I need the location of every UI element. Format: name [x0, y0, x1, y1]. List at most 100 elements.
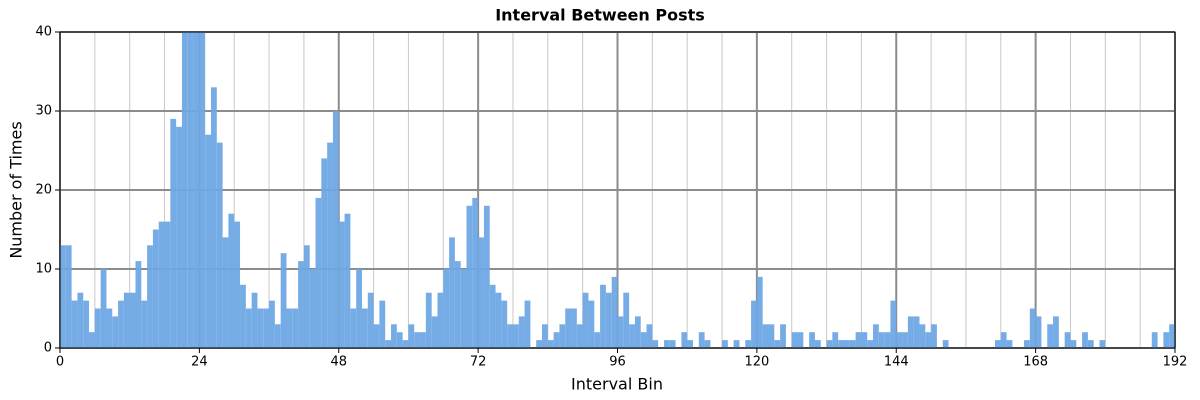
bar [269, 300, 275, 348]
bar [542, 324, 548, 348]
plot-frame [59, 31, 1176, 349]
bar [286, 308, 293, 348]
bar [489, 284, 496, 348]
bar [234, 221, 241, 348]
bar [315, 197, 322, 348]
bar [280, 253, 287, 348]
bar [118, 300, 124, 348]
bar [925, 332, 932, 348]
bar [1053, 316, 1059, 348]
bar [274, 324, 281, 348]
bar [698, 332, 705, 348]
x-tick-label: 120 [744, 355, 769, 370]
bar [478, 237, 484, 348]
bar [501, 300, 508, 348]
x-tick-label: 48 [330, 355, 347, 370]
bar [1169, 324, 1175, 348]
bar [379, 300, 386, 348]
x-axis-label: Interval Bin [571, 375, 663, 394]
bar [797, 332, 804, 348]
bar [443, 269, 450, 348]
bar [942, 340, 949, 348]
bar [774, 340, 781, 348]
bar [350, 308, 357, 348]
bar [420, 332, 426, 348]
bar [832, 332, 839, 348]
bar [838, 340, 844, 348]
bar [141, 300, 148, 348]
bar [263, 308, 270, 348]
bar [512, 324, 519, 348]
bar [361, 308, 368, 348]
bar [855, 332, 862, 348]
bar [158, 221, 165, 348]
bar [65, 245, 72, 348]
bar [809, 332, 815, 348]
bar [396, 332, 403, 348]
bar [176, 126, 182, 348]
bar [576, 324, 583, 348]
bar [100, 269, 107, 348]
bar [867, 340, 874, 348]
bar [385, 340, 392, 348]
bar [536, 340, 543, 348]
bar [123, 292, 130, 348]
bar [222, 237, 229, 348]
bar [367, 292, 374, 348]
bar [565, 308, 572, 348]
bar [495, 292, 502, 348]
bar [623, 292, 630, 348]
bar [332, 111, 339, 348]
bar [129, 292, 136, 348]
bar [1047, 324, 1054, 348]
bar [257, 308, 264, 348]
bar [634, 316, 641, 348]
bar [756, 276, 763, 348]
bar [704, 340, 711, 348]
bar [896, 332, 903, 348]
chart-title: Interval Between Posts [495, 6, 705, 25]
bar [338, 221, 345, 348]
bar [240, 284, 246, 348]
bar [611, 276, 618, 348]
bar [60, 245, 66, 348]
bar [524, 300, 531, 348]
bar [460, 269, 467, 348]
bar [181, 32, 188, 348]
bar [425, 292, 432, 348]
bar [210, 87, 217, 348]
bar [722, 340, 728, 348]
bar [71, 300, 78, 348]
bar [640, 332, 647, 348]
bar [77, 292, 84, 348]
bar [884, 332, 891, 348]
bar [762, 324, 769, 348]
bar [849, 340, 856, 348]
bar [582, 292, 589, 348]
bar [344, 213, 351, 348]
bar [907, 316, 914, 348]
bar [303, 245, 310, 348]
y-tick-label: 30 [35, 104, 52, 119]
bar [449, 237, 455, 348]
bar [472, 197, 479, 348]
bar [919, 324, 926, 348]
y-tick-label: 0 [44, 341, 52, 356]
bar [553, 332, 560, 348]
bar [1099, 340, 1106, 348]
bar [170, 118, 177, 348]
bar [617, 316, 624, 348]
bar [83, 300, 90, 348]
bar [780, 324, 786, 348]
bar [147, 245, 153, 348]
bar [1035, 316, 1042, 348]
bar [890, 300, 897, 348]
bar [931, 324, 937, 348]
bar [751, 300, 757, 348]
bar [89, 332, 95, 348]
bar [652, 340, 659, 348]
bar [309, 269, 316, 348]
bar [605, 292, 612, 348]
bar [1024, 340, 1030, 348]
bar [1082, 332, 1088, 348]
